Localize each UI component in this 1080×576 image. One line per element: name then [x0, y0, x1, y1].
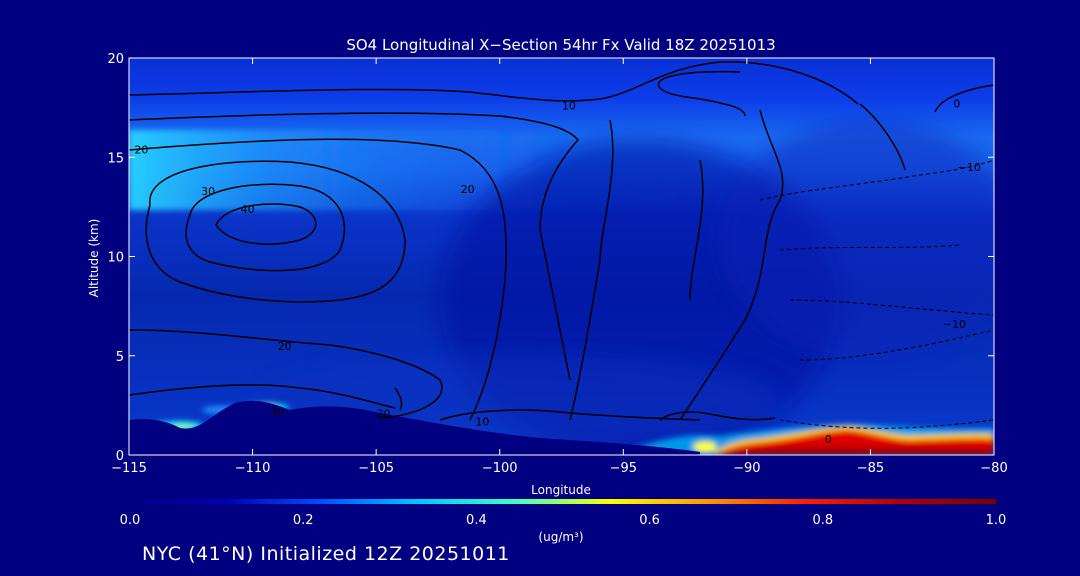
terrain-mask [129, 400, 700, 455]
colorbar-tick-label: 0.6 [639, 513, 660, 528]
x-tick-label: −105 [358, 461, 394, 476]
contour-label: 20 [461, 183, 475, 196]
contour-lines [129, 61, 994, 421]
plot-area: 10 0 20 30 40 20 −10 20 −10 30 20 10 0 [129, 58, 994, 455]
contour-label: 0 [953, 98, 960, 111]
x-tick-label: −85 [857, 461, 884, 476]
colorbar-tick-label: 0.0 [120, 513, 141, 528]
x-tick-label: −115 [111, 461, 147, 476]
contour-label: 20 [278, 340, 292, 353]
x-axis-label: Longitude [531, 483, 591, 497]
contour-label: −10 [958, 161, 981, 174]
negative-contours [759, 159, 994, 429]
x-tick-label: −80 [980, 461, 1007, 476]
x-axis: −115 −110 −105 −100 −95 −90 −85 −80 [111, 58, 1008, 476]
y-tick-label: 15 [107, 151, 124, 166]
contour-label: −10 [943, 318, 966, 331]
east-column-shade [720, 120, 994, 360]
x-tick-label: −100 [482, 461, 518, 476]
contour-labels: 10 0 20 30 40 20 −10 20 −10 30 20 10 0 [134, 98, 981, 446]
contour-label: 20 [134, 143, 148, 156]
y-tick-label: 5 [116, 350, 124, 365]
contour-label: 10 [562, 100, 576, 113]
contour-label: 30 [201, 185, 215, 198]
y-tick-label: 10 [107, 251, 124, 266]
contour-label: 0 [825, 433, 832, 446]
y-axis-label: Altitude (km) [87, 219, 101, 298]
footer-caption: NYC (41°N) Initialized 12Z 20251011 [142, 543, 510, 565]
colorbar-tick-label: 1.0 [986, 513, 1007, 528]
contour-label: 40 [241, 203, 255, 216]
x-tick-label: −110 [235, 461, 271, 476]
colorbar-strip [130, 499, 996, 504]
colorbar-label: (ug/m³) [538, 530, 583, 544]
y-tick-label: 0 [116, 449, 124, 464]
chart-title: SO4 Longitudinal X−Section 54hr Fx Valid… [346, 36, 775, 54]
x-tick-label: −90 [733, 461, 760, 476]
x-tick-label: −95 [610, 461, 637, 476]
contour-label: 10 [475, 415, 489, 428]
colorbar-ticks: 0.0 0.2 0.4 0.6 0.8 1.0 [120, 513, 1007, 528]
y-axis: 0 5 10 15 20 [107, 52, 994, 464]
colorbar-tick-label: 0.8 [812, 513, 833, 528]
contour-label: 20 [377, 407, 391, 420]
colorbar: 0.0 0.2 0.4 0.6 0.8 1.0 (ug/m³) [120, 499, 1007, 544]
surface-plume [620, 424, 994, 455]
colorbar-tick-label: 0.4 [466, 513, 487, 528]
contour-label: 30 [270, 405, 284, 418]
y-tick-label: 20 [107, 52, 124, 67]
colorbar-tick-label: 0.2 [293, 513, 314, 528]
